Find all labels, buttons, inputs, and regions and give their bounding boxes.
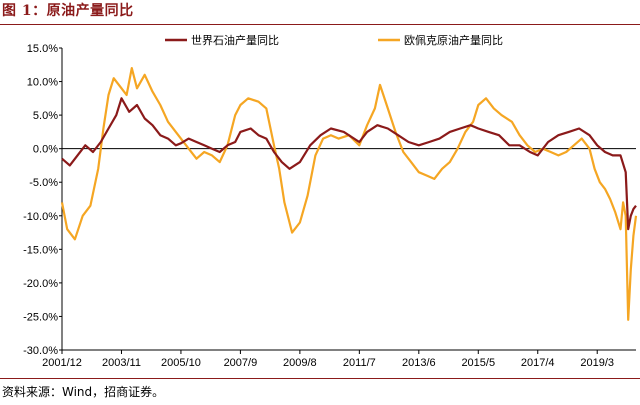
series-line-world [61,97,637,231]
x-tick-label: 2003/11 [102,357,141,369]
x-tick-label: 2011/7 [343,357,376,369]
x-tick-label: 2007/9 [224,357,258,369]
y-tick-label: -25.0% [23,311,58,323]
x-tick-label: 2001/12 [42,357,82,369]
y-tick-label: -10.0% [23,211,58,223]
source-rule [0,378,640,379]
source-note: 资料来源：Wind，招商证券。 [2,385,165,399]
y-tick-label: 5.0% [33,110,58,122]
figure-title: 图 1：原油产量同比 [2,3,134,19]
y-tick-label: -20.0% [23,278,58,290]
x-tick-label: 2019/3 [580,357,614,369]
x-tick-label: 2009/8 [283,357,317,369]
y-tick-label: 10.0% [27,77,58,89]
y-tick-label: -15.0% [23,244,58,256]
x-tick-label: 2013/6 [402,357,436,369]
y-tick-label: 0.0% [33,144,58,156]
title-rule [0,24,640,25]
x-tick-label: 2017/4 [521,357,555,369]
legend-label: 欧佩克原油产量同比 [404,33,503,47]
series-line-opec [60,67,638,321]
y-tick-label: 15.0% [27,43,58,55]
y-tick-label: -30.0% [23,345,58,357]
x-tick-label: 2015/5 [461,357,495,369]
line-chart: 15.0% 10.0% 5.0% 0.0% -5.0% -10.0% -15.0% -20.0… [23,33,638,369]
x-tick-label: 2005/10 [161,357,201,369]
legend-label: 世界石油产量同比 [191,33,279,47]
y-tick-label: -5.0% [29,177,58,189]
